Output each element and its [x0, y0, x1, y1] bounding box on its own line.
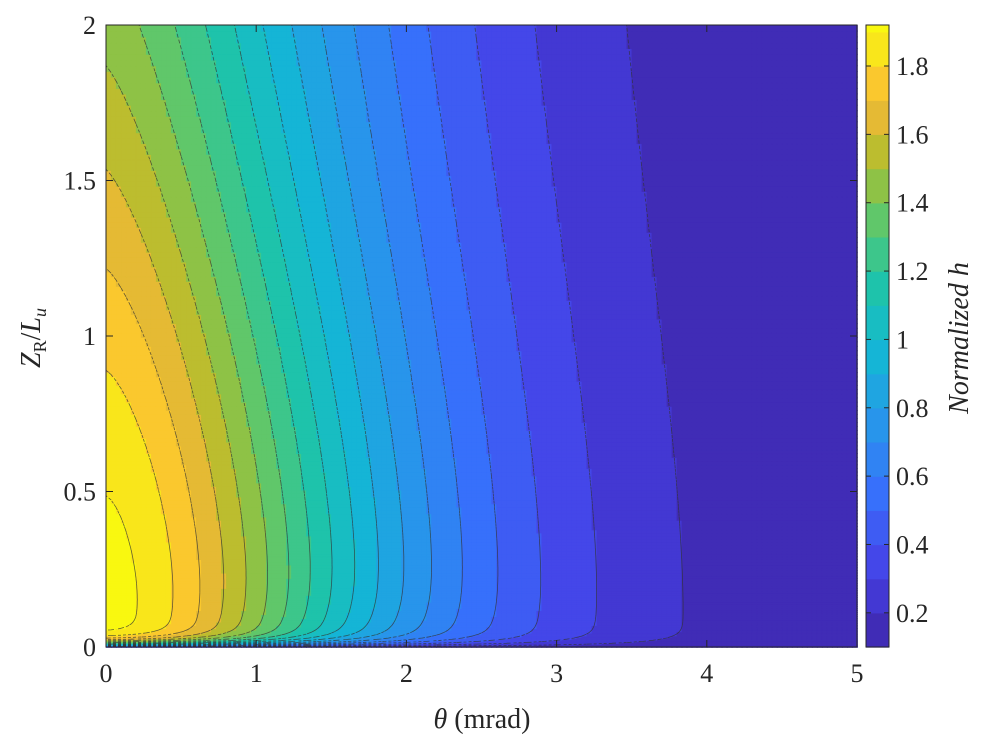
plot-area [105, 24, 858, 648]
contour-fill [105, 24, 858, 648]
